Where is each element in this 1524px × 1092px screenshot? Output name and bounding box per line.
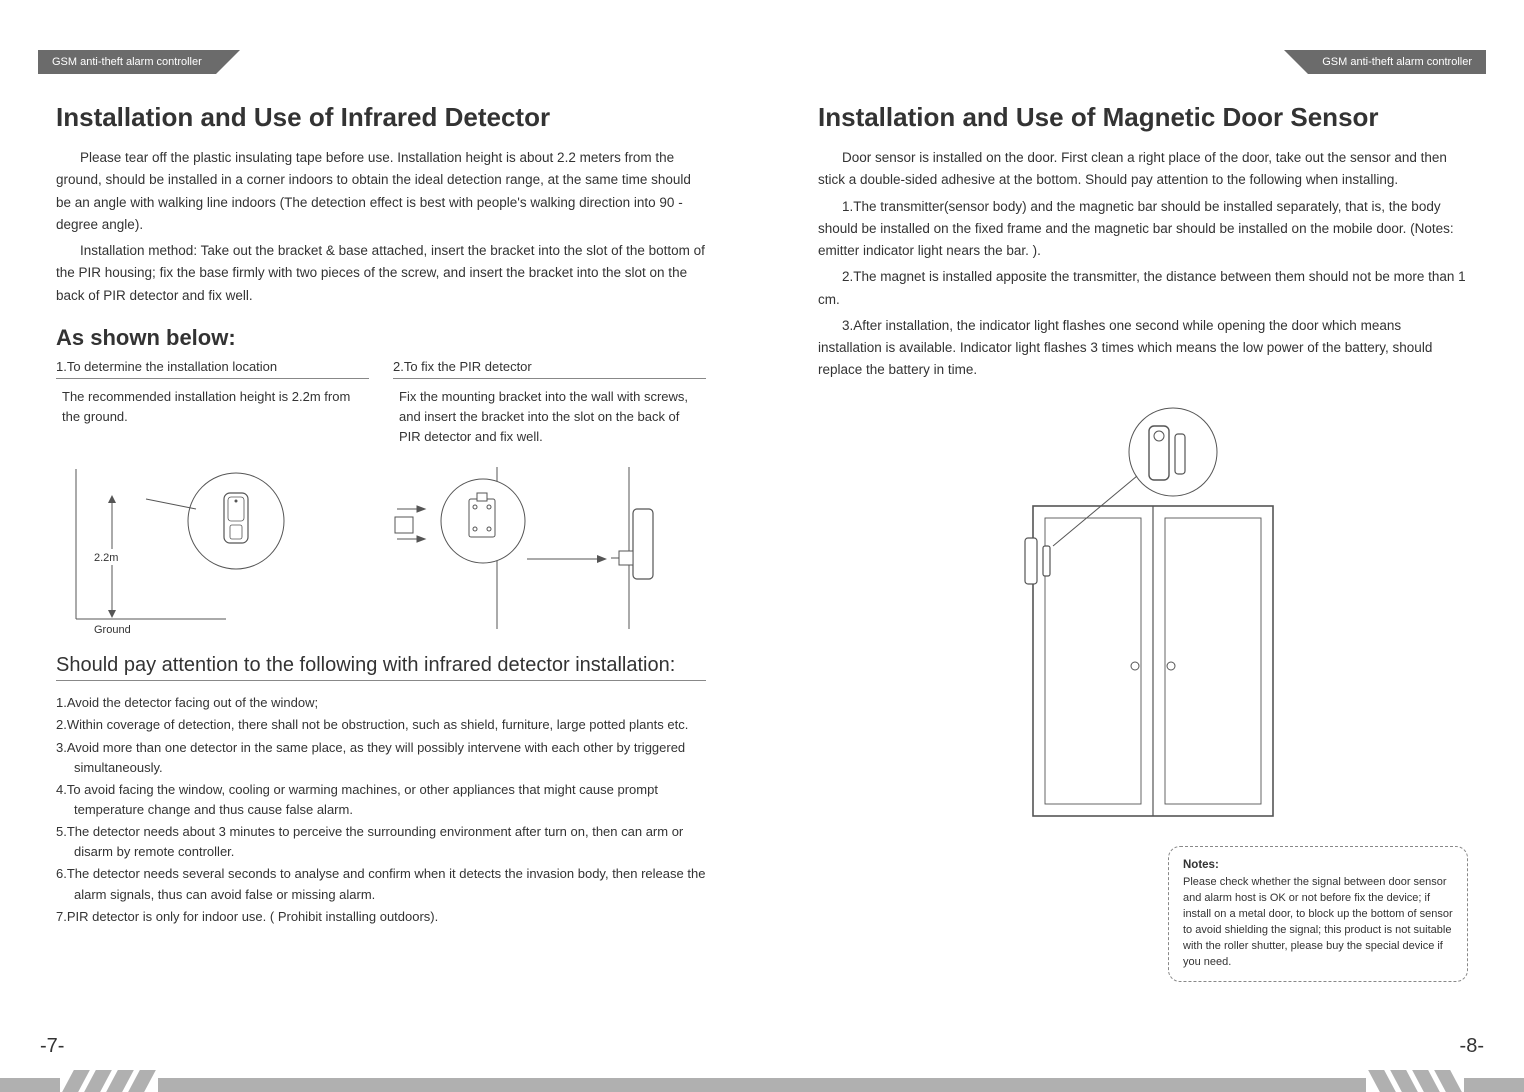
- footer-bar: [762, 1078, 1366, 1092]
- step1-head: 1.To determine the installation location: [56, 359, 369, 379]
- list-item: 4.To avoid facing the window, cooling or…: [56, 780, 706, 820]
- page-7: GSM anti-theft alarm controller Installa…: [0, 0, 762, 1092]
- list-item: 5.The detector needs about 3 minutes to …: [56, 822, 706, 862]
- para-right-4: 3.After installation, the indicator ligh…: [818, 315, 1468, 382]
- header-tab-right: GSM anti-theft alarm controller: [1308, 50, 1486, 74]
- section-title-left: Installation and Use of Infrared Detecto…: [56, 102, 706, 133]
- footer-slashes: [1374, 1070, 1456, 1092]
- footer-bar: [0, 1078, 60, 1092]
- attention-title: Should pay attention to the following wi…: [56, 653, 706, 681]
- content-left: Installation and Use of Infrared Detecto…: [0, 74, 762, 1092]
- page-number-7: -7-: [40, 1035, 64, 1058]
- header-tab-left: GSM anti-theft alarm controller: [38, 50, 216, 74]
- pir-height-diagram: 2.2m Ground: [56, 459, 375, 639]
- header-tab-wrap-left: GSM anti-theft alarm controller: [38, 50, 762, 74]
- list-item: 2.Within coverage of detection, there sh…: [56, 715, 706, 735]
- page-8: GSM anti-theft alarm controller Installa…: [762, 0, 1524, 1092]
- attention-list: 1.Avoid the detector facing out of the w…: [56, 693, 706, 927]
- height-label: 2.2m: [94, 552, 118, 564]
- step-col-2: 2.To fix the PIR detector Fix the mounti…: [393, 359, 706, 447]
- para-right-2: 1.The transmitter(sensor body) and the m…: [818, 196, 1468, 263]
- step-col-1: 1.To determine the installation location…: [56, 359, 369, 447]
- header-label: GSM anti-theft alarm controller: [52, 56, 202, 68]
- header-label: GSM anti-theft alarm controller: [1322, 56, 1472, 68]
- sub-title-left: As shown below:: [56, 325, 706, 351]
- para-left-1: Please tear off the plastic insulating t…: [56, 147, 706, 236]
- footer-bar: [158, 1078, 762, 1092]
- notes-body: Please check whether the signal between …: [1183, 876, 1453, 968]
- para-right-3: 2.The magnet is installed apposite the t…: [818, 266, 1468, 311]
- steps-row: 1.To determine the installation location…: [56, 359, 706, 447]
- list-item: 1.Avoid the detector facing out of the w…: [56, 693, 706, 713]
- list-item: 3.Avoid more than one detector in the sa…: [56, 738, 706, 778]
- list-item: 7.PIR detector is only for indoor use. (…: [56, 907, 706, 927]
- ground-label: Ground: [94, 624, 131, 636]
- notes-box: Notes: Please check whether the signal b…: [1168, 846, 1468, 982]
- page-spread: GSM anti-theft alarm controller Installa…: [0, 0, 1524, 1092]
- diagram-row: 2.2m Ground: [56, 459, 706, 639]
- page-number-8: -8-: [1460, 1035, 1484, 1058]
- footer-deco-right: [762, 1066, 1524, 1092]
- step2-body: Fix the mounting bracket into the wall w…: [393, 387, 706, 447]
- footer-deco-left: [0, 1066, 762, 1092]
- para-right-1: Door sensor is installed on the door. Fi…: [818, 147, 1468, 192]
- door-sensor-diagram: [923, 406, 1363, 846]
- footer-bar: [1464, 1078, 1524, 1092]
- diagram-1: 2.2m Ground: [56, 459, 375, 639]
- header-tab-wrap-right: GSM anti-theft alarm controller: [762, 50, 1486, 74]
- section-title-right: Installation and Use of Magnetic Door Se…: [818, 102, 1468, 133]
- diagram-2: [387, 459, 706, 639]
- pir-mount-diagram: [387, 459, 706, 639]
- step2-head: 2.To fix the PIR detector: [393, 359, 706, 379]
- step1-body: The recommended installation height is 2…: [56, 387, 369, 427]
- list-item: 6.The detector needs several seconds to …: [56, 864, 706, 904]
- slash-icon: [128, 1070, 156, 1092]
- notes-title: Notes:: [1183, 857, 1453, 874]
- door-diagram-wrap: [818, 406, 1468, 886]
- footer-slashes: [68, 1070, 150, 1092]
- para-left-2: Installation method: Take out the bracke…: [56, 240, 706, 307]
